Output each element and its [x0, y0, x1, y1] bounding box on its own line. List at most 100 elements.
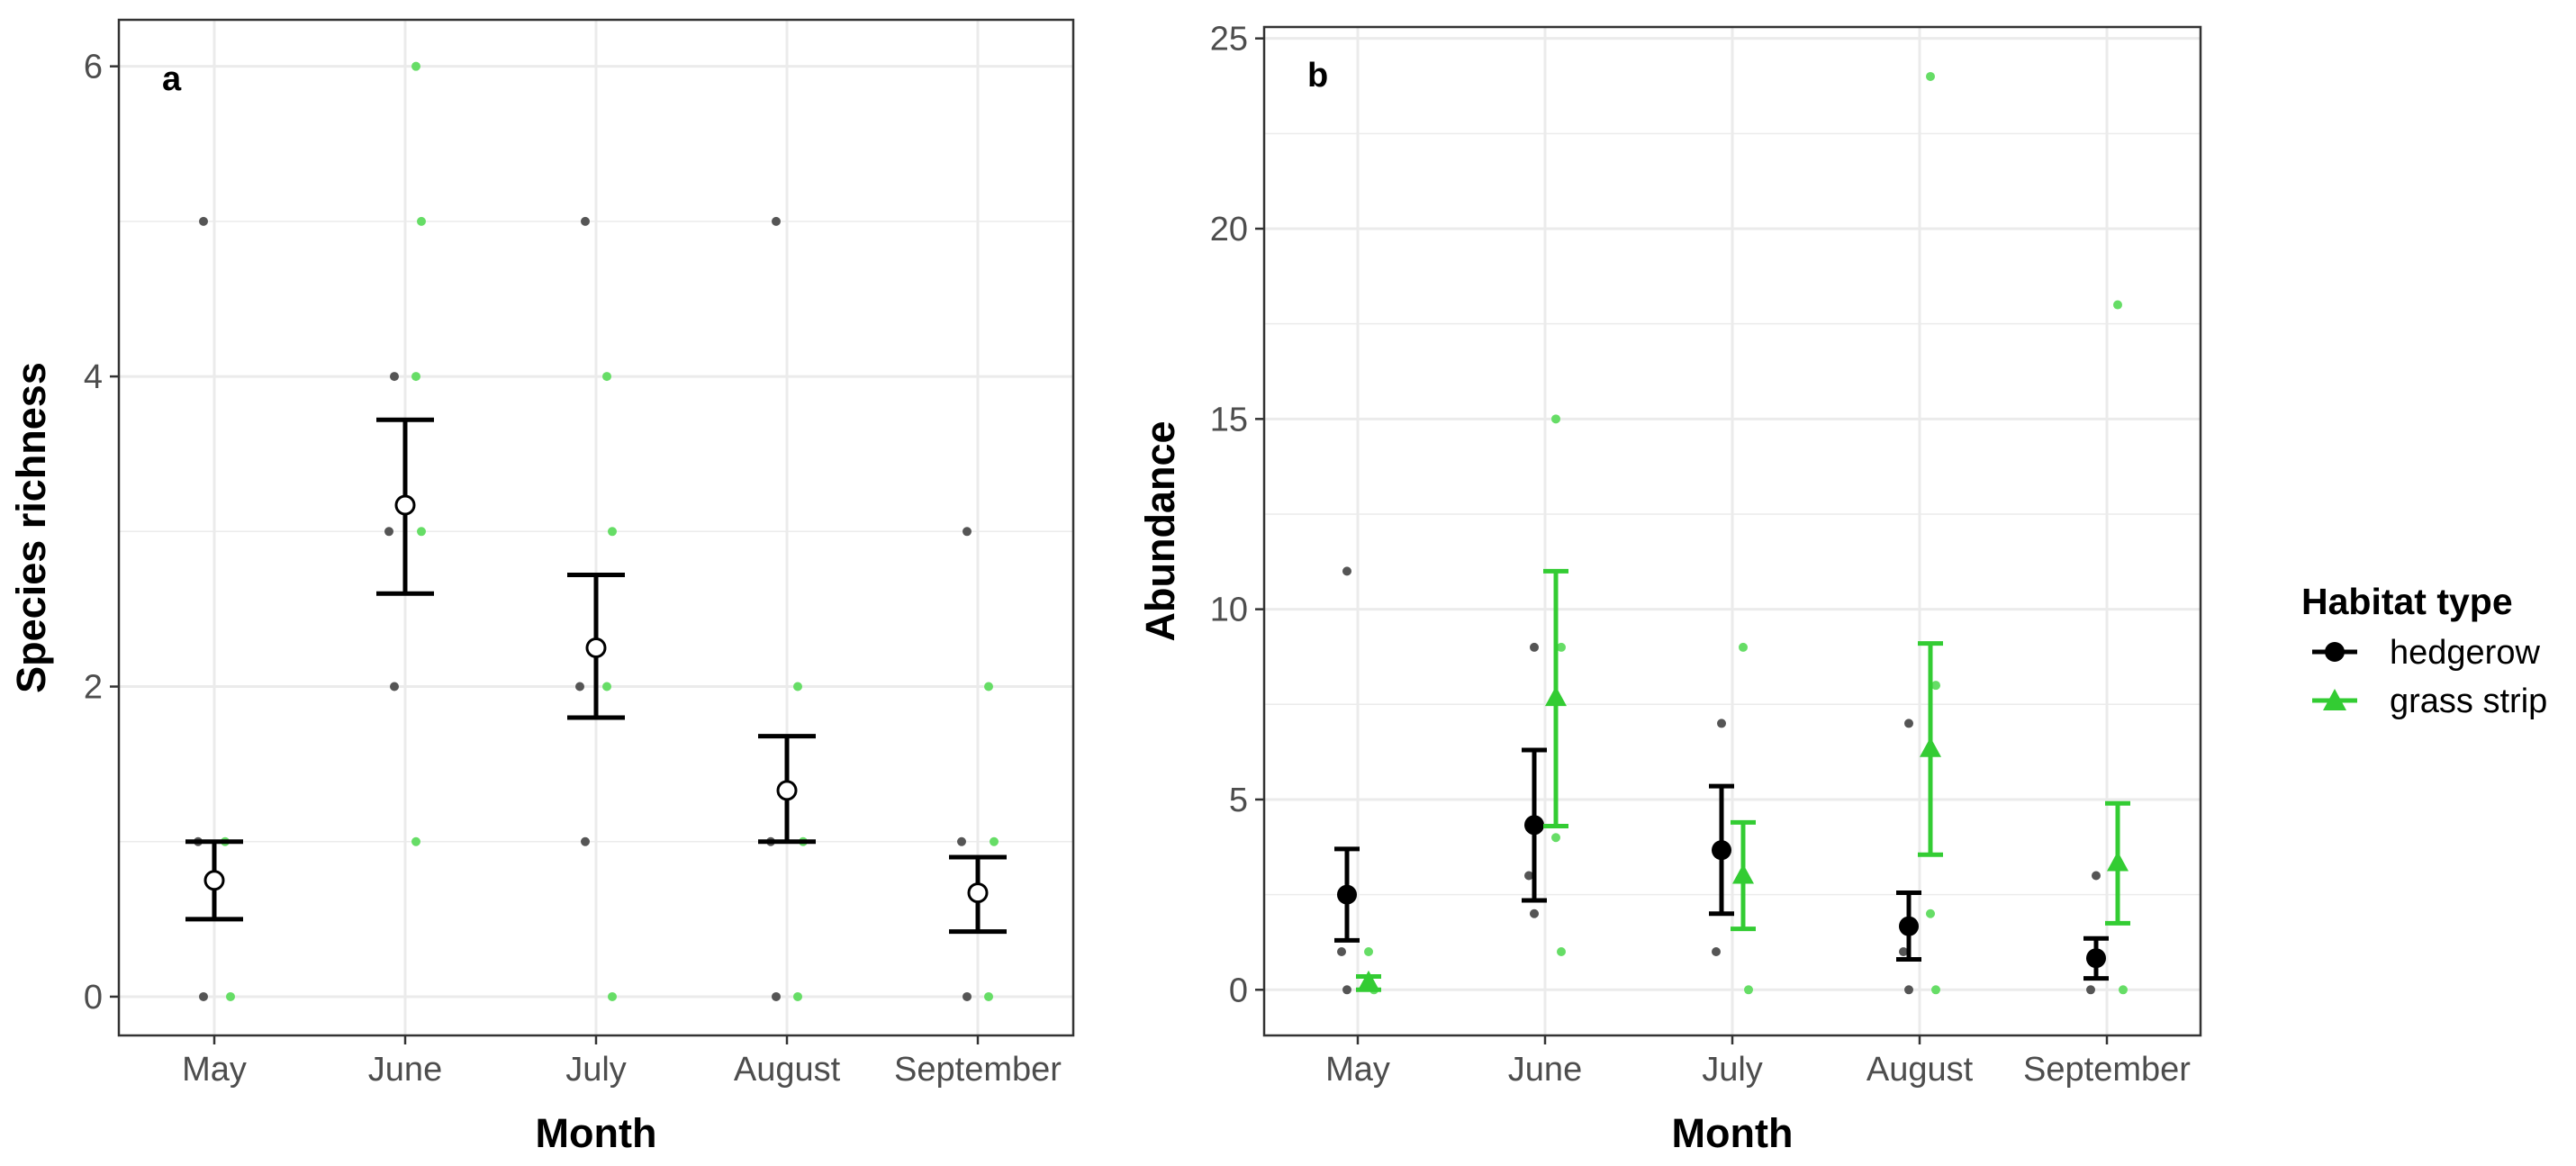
panel-b-raw-point-hedgerow-july: [1712, 947, 1721, 957]
panel-b-summary: [1334, 568, 2130, 992]
panel-b-x-ticks: May June July August September: [1325, 1035, 2191, 1089]
panel-a-raw-point-grass-strip-june: [417, 216, 426, 226]
panel-a-raw-point-grass-strip-july: [602, 682, 611, 691]
panel-a-tick-label-y-4: 4: [84, 358, 103, 396]
panel-a-tick-label-x-september: September: [894, 1051, 1062, 1089]
panel-a-raw-point-hedgerow-september: [963, 527, 972, 537]
panel-b-raw-points: [1337, 71, 2128, 995]
panel-a-mean-point-august: [776, 780, 798, 801]
panel-b-raw-point-grass-strip-september: [2119, 985, 2128, 995]
panel-a-raw-point-grass-strip-august: [793, 682, 802, 691]
panel-a-x-ticks: May June July August September: [182, 1035, 1062, 1089]
panel-a-raw-point-hedgerow-august: [772, 216, 781, 226]
panel-a-raw-point-grass-strip-june: [417, 527, 426, 537]
panel-b-mean-point-hedgerow-july: [1712, 840, 1731, 861]
panel-a-tick-label-y-6: 6: [84, 49, 103, 86]
panel-b-raw-point-grass-strip-may: [1364, 947, 1373, 957]
panel-b-raw-point-hedgerow-september: [2086, 985, 2095, 995]
panel-a-raw-point-hedgerow-june: [384, 527, 393, 537]
panel-a-tick-label-x-july: July: [565, 1051, 627, 1089]
panel-a-tick-label-x-may: May: [182, 1051, 247, 1089]
panel-a-y-axis-title: Species richness: [8, 362, 54, 693]
panel-b-mean-point-grass-strip-july: [1732, 863, 1754, 884]
legend-item-hedgerow: hedgerow: [2312, 634, 2540, 672]
panel-a-raw-point-hedgerow-september: [963, 991, 972, 1001]
legend-title: Habitat type: [2301, 581, 2513, 622]
panel-b-raw-point-hedgerow-may: [1342, 566, 1351, 576]
panel-b-tick-label-x-july: July: [1702, 1051, 1763, 1089]
panel-b-tick-label-y-15: 15: [1210, 401, 1248, 438]
panel-b-tick-label-y-0: 0: [1229, 972, 1248, 1009]
panel-a-mean-point-september: [967, 882, 989, 904]
panel-b-raw-point-hedgerow-september: [2092, 871, 2101, 881]
panel-b-mean-point-grass-strip-september: [2107, 851, 2129, 872]
panel-b-tick-label-x-june: June: [1508, 1051, 1582, 1089]
panel-b-raw-point-grass-strip-june: [1551, 414, 1560, 424]
panel-a-mean-point-june: [394, 494, 416, 516]
panel-a-grid: [119, 20, 1073, 1035]
panel-b-raw-point-hedgerow-july: [1717, 719, 1726, 728]
panel-b-raw-point-grass-strip-september: [2113, 300, 2122, 310]
panel-b-raw-point-grass-strip-july: [1739, 642, 1748, 652]
panel-b-x-axis-title: Month: [1672, 1110, 1794, 1156]
legend-key-circle-hedgerow: [2325, 642, 2345, 662]
panel-b-raw-point-grass-strip-june: [1551, 833, 1560, 843]
panel-a-raw-point-hedgerow-may: [199, 991, 208, 1001]
panel-b-tick-label-y-5: 5: [1229, 782, 1248, 819]
panel-b-mean-point-hedgerow-september: [2086, 948, 2106, 969]
legend: Habitat type hedgerow grass strip: [2301, 581, 2547, 720]
panel-a-raw-point-grass-strip-june: [411, 836, 420, 846]
panel-a-raw-point-hedgerow-june: [390, 682, 399, 691]
panel-b-y-ticks: 0 5 10 15 20 25: [1210, 21, 1264, 1009]
panel-b-mean-point-hedgerow-august: [1899, 916, 1919, 936]
panel-b-raw-point-grass-strip-august: [1931, 681, 1940, 691]
legend-key-triangle-grass-strip: [2323, 689, 2346, 710]
panel-a-tick-label-y-2: 2: [84, 669, 103, 707]
panel-b-raw-point-grass-strip-july: [1744, 985, 1753, 995]
panel-b-raw-point-hedgerow-june: [1530, 908, 1539, 918]
panel-b-raw-point-grass-strip-june: [1557, 947, 1566, 957]
legend-label-hedgerow: hedgerow: [2390, 634, 2540, 672]
panel-a-raw-point-grass-strip-june: [411, 372, 420, 382]
panel-b-y-axis-title: Abundance: [1137, 420, 1183, 641]
panel-b-tick-label-x-august: August: [1866, 1051, 1974, 1089]
legend-item-grass-strip: grass strip: [2312, 682, 2547, 720]
panel-a-raw-point-grass-strip-july: [608, 527, 617, 537]
panel-a-raw-point-hedgerow-may: [199, 216, 208, 226]
panel-b-tick-label-y-10: 10: [1210, 592, 1248, 629]
panel-a-raw-point-hedgerow-september: [957, 836, 966, 846]
panel-b-mean-point-grass-strip-june: [1545, 686, 1567, 707]
panel-b-raw-point-hedgerow-august: [1904, 985, 1913, 995]
panel-b-tick-label-x-september: September: [2023, 1051, 2191, 1089]
panel-a-tick-label-x-june: June: [368, 1051, 442, 1089]
panel-a-summary: [185, 417, 1007, 935]
panel-a-label: a: [162, 60, 182, 98]
panel-b-raw-point-hedgerow-august: [1904, 719, 1913, 728]
panel-b-tick-label-x-may: May: [1325, 1051, 1390, 1089]
panel-b-raw-point-hedgerow-june: [1530, 642, 1539, 652]
panel-a-tick-label-x-august: August: [734, 1051, 841, 1089]
panel-b-raw-point-grass-strip-august: [1926, 908, 1935, 918]
panel-b-grid: [1264, 27, 2201, 1035]
panel-b-raw-point-hedgerow-may: [1342, 985, 1351, 995]
panel-a-raw-point-hedgerow-june: [390, 372, 399, 382]
panel-a-raw-point-grass-strip-august: [793, 991, 802, 1001]
panel-b-mean-point-grass-strip-august: [1920, 737, 1941, 757]
panel-a-mean-point-may: [203, 870, 225, 891]
panel-a-raw-point-grass-strip-may: [226, 991, 235, 1001]
panel-b-mean-point-grass-strip-may: [1358, 970, 1379, 990]
panel-b-tick-label-y-25: 25: [1210, 21, 1248, 59]
panel-b-raw-point-hedgerow-june: [1524, 871, 1533, 881]
panel-a-mean-point-july: [585, 637, 607, 658]
panel-a-raw-point-grass-strip-july: [602, 372, 611, 382]
panel-b-raw-point-hedgerow-august: [1899, 947, 1908, 957]
panel-b-mean-point-hedgerow-may: [1337, 884, 1357, 905]
panel-b-tick-label-y-20: 20: [1210, 211, 1248, 249]
panel-b-raw-point-grass-strip-june: [1557, 642, 1566, 652]
panel-a-x-axis-title: Month: [536, 1110, 657, 1156]
panel-a-raw-point-grass-strip-september: [984, 682, 993, 691]
panel-a-tick-label-y-0: 0: [84, 979, 103, 1017]
